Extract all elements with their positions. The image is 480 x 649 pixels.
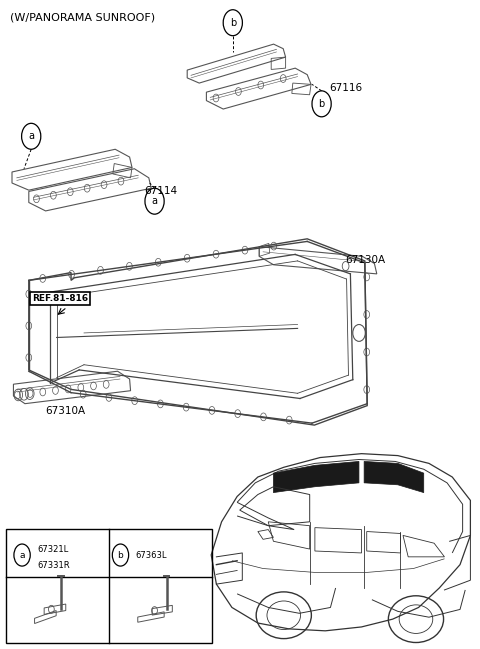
Text: a: a [19, 550, 25, 559]
Text: b: b [318, 99, 325, 109]
Text: 67310A: 67310A [46, 406, 86, 415]
Bar [6, 529, 212, 643]
Text: 67116: 67116 [329, 82, 362, 93]
Text: (W/PANORAMA SUNROOF): (W/PANORAMA SUNROOF) [10, 13, 155, 23]
Text: 67130A: 67130A [346, 254, 386, 265]
Text: 67114: 67114 [144, 186, 177, 197]
Text: 67321L: 67321L [37, 545, 68, 554]
Text: b: b [229, 18, 236, 28]
Polygon shape [364, 461, 424, 493]
Text: 67363L: 67363L [135, 550, 167, 559]
Polygon shape [274, 461, 359, 493]
Text: a: a [152, 196, 157, 206]
Text: REF.81-816: REF.81-816 [32, 294, 88, 303]
Text: a: a [28, 131, 34, 141]
Text: 67331R: 67331R [37, 561, 70, 570]
Text: b: b [118, 550, 123, 559]
